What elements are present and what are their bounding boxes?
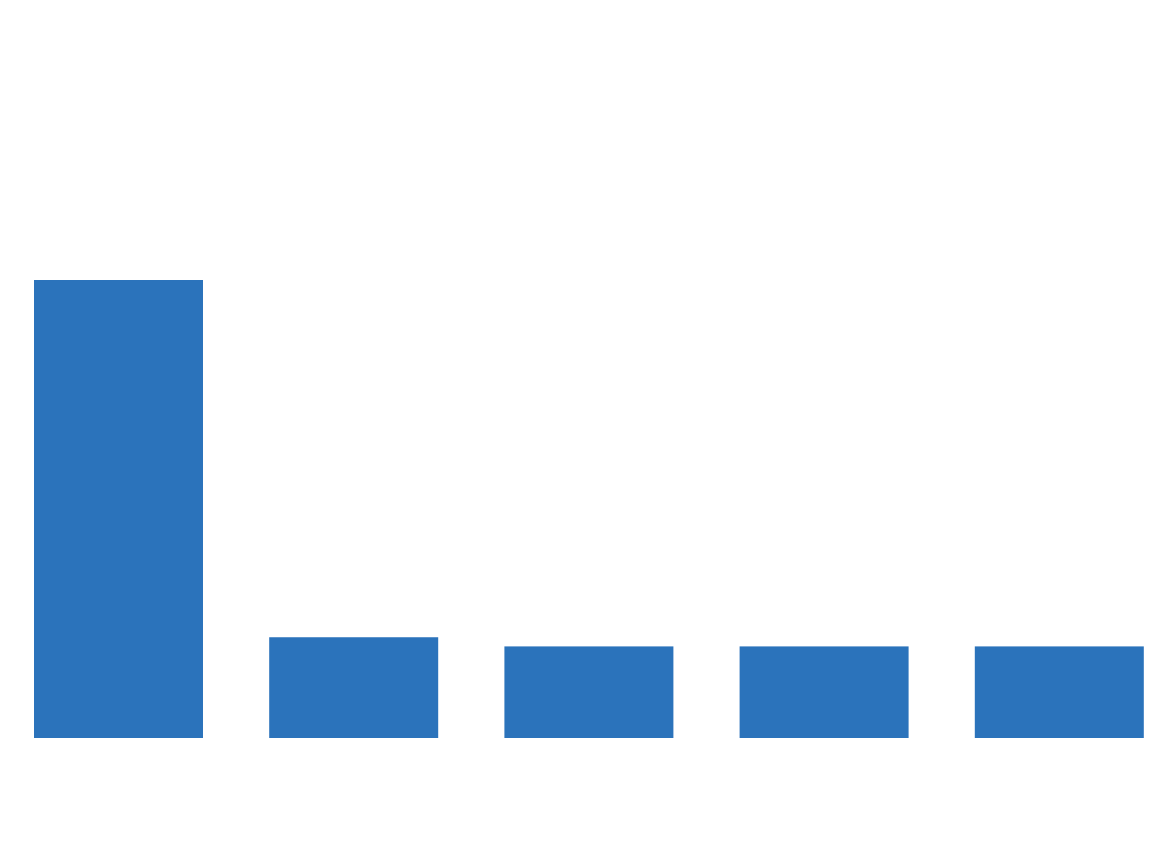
bar-3 (504, 646, 674, 738)
bar-1 (34, 280, 203, 738)
bar-2 (269, 637, 439, 738)
bars-layer (34, 280, 1144, 738)
bar-4 (739, 646, 909, 738)
bar-5 (974, 646, 1144, 738)
